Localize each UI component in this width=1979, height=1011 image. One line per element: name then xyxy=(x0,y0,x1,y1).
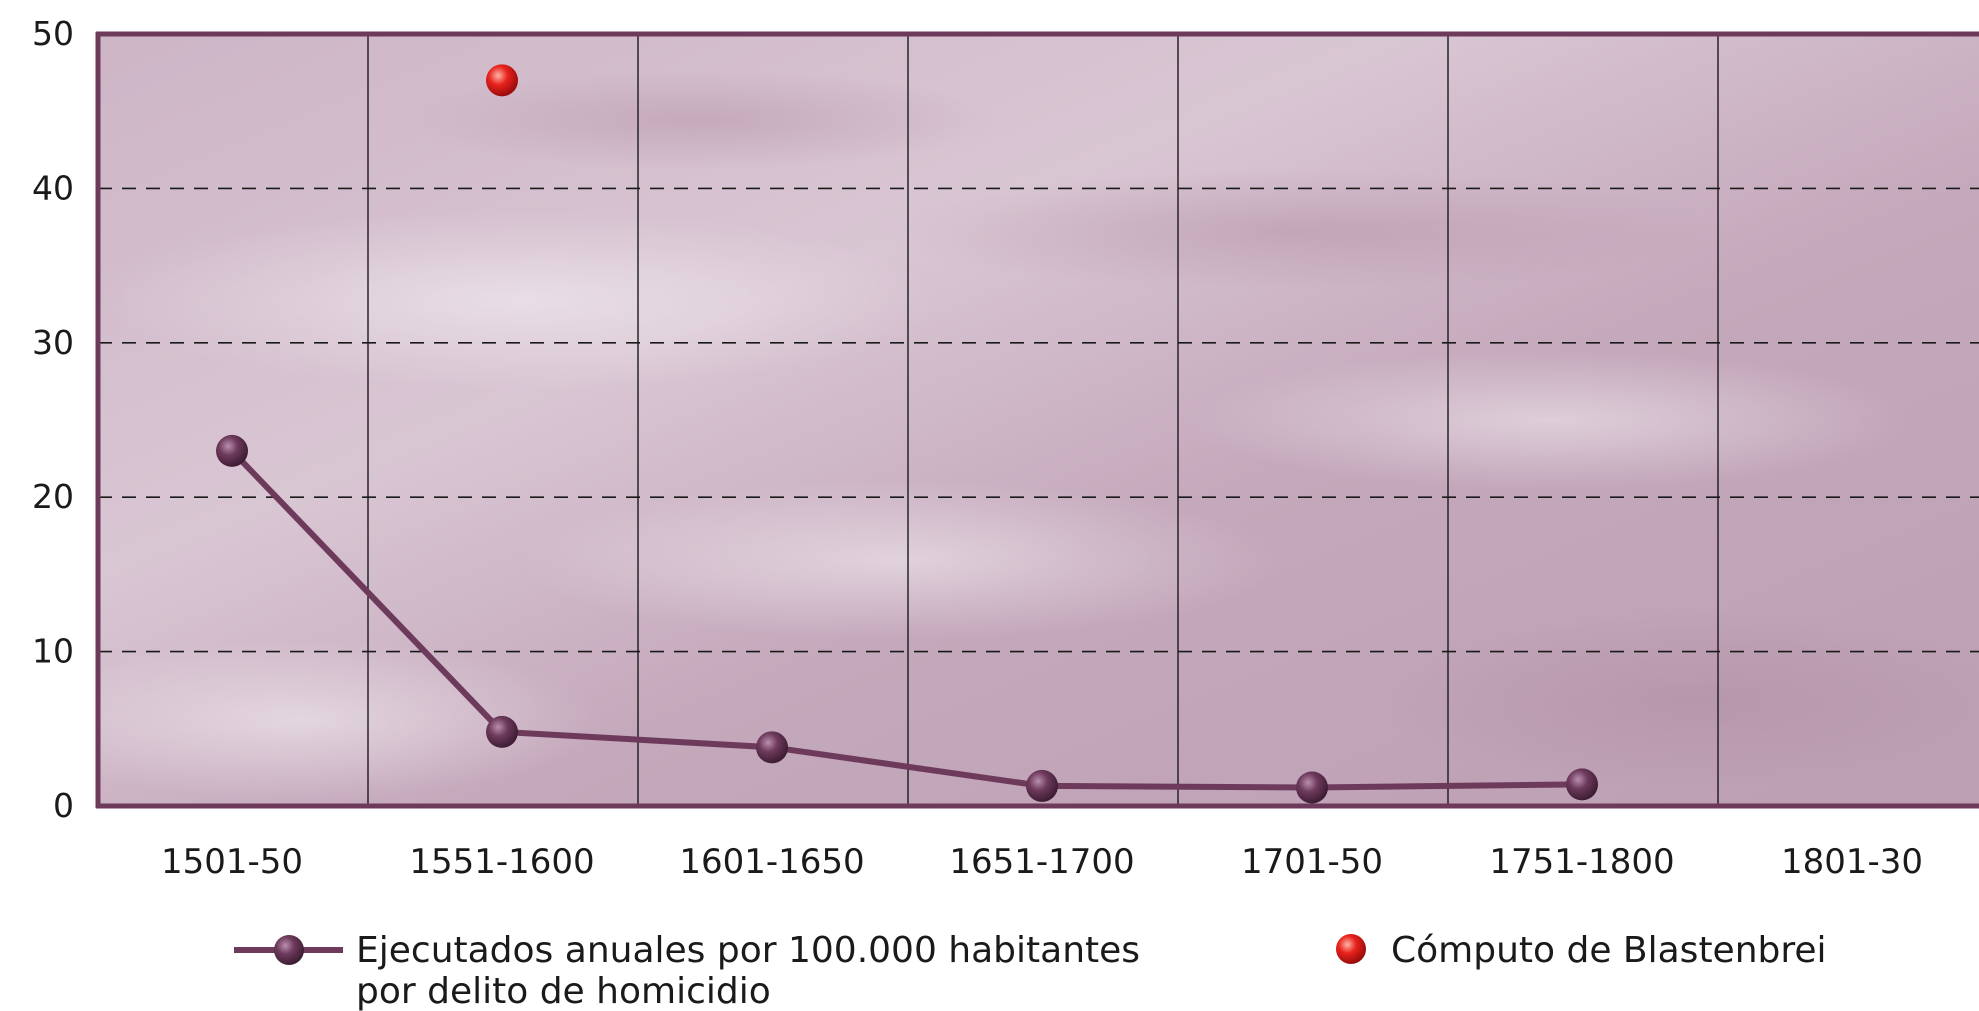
y-tick-label: 40 xyxy=(32,168,74,207)
data-point xyxy=(1566,768,1598,801)
x-axis-ticks: 1501-50 1551-1600 1601-1650 1651-1700 1701-5… xyxy=(161,842,1923,882)
x-tick-label: 1751-1800 xyxy=(1489,842,1674,882)
data-point xyxy=(1026,769,1058,802)
plot-frame xyxy=(95,31,1979,809)
x-tick-label: 1551-1600 xyxy=(409,842,594,882)
legend-item-ejecutados: Ejecutados anuales por 100.000 habitante… xyxy=(234,930,1140,1011)
legend: Ejecutados anuales por 100.000 habitante… xyxy=(234,930,1827,1011)
vertical-gridlines xyxy=(367,34,1719,806)
legend-label-ejecutados-line2: por delito de homicidio xyxy=(356,971,771,1011)
legend-item-blastenbrei: Cómputo de Blastenbrei xyxy=(1336,930,1827,971)
y-tick-label: 30 xyxy=(32,323,74,362)
legend-label-ejecutados-line1: Ejecutados anuales por 100.000 habitante… xyxy=(356,930,1140,971)
data-point xyxy=(486,715,518,748)
y-tick-label: 0 xyxy=(53,786,74,825)
y-tick-label: 20 xyxy=(32,477,74,516)
y-tick-label: 50 xyxy=(32,14,74,53)
data-point xyxy=(756,731,788,764)
data-point xyxy=(1296,771,1328,804)
x-tick-label: 1701-50 xyxy=(1241,842,1383,882)
x-tick-label: 1801-30 xyxy=(1781,842,1923,882)
series-blastenbrei xyxy=(486,64,518,97)
legend-marker-swatch xyxy=(274,935,304,965)
series-line xyxy=(229,448,1583,791)
horizontal-gridlines xyxy=(98,187,1979,653)
data-point xyxy=(216,434,248,467)
series-ejecutados xyxy=(216,434,1598,804)
x-tick-label: 1601-1650 xyxy=(679,842,864,882)
x-tick-label: 1651-1700 xyxy=(949,842,1134,882)
x-tick-label: 1501-50 xyxy=(161,842,303,882)
data-point-red xyxy=(486,64,518,97)
legend-label-blastenbrei: Cómputo de Blastenbrei xyxy=(1391,930,1827,971)
y-tick-label: 10 xyxy=(32,632,74,671)
plot-background xyxy=(0,34,1979,806)
y-axis-ticks: 0 10 20 30 40 50 xyxy=(32,14,74,825)
legend-red-marker-swatch xyxy=(1336,934,1366,964)
